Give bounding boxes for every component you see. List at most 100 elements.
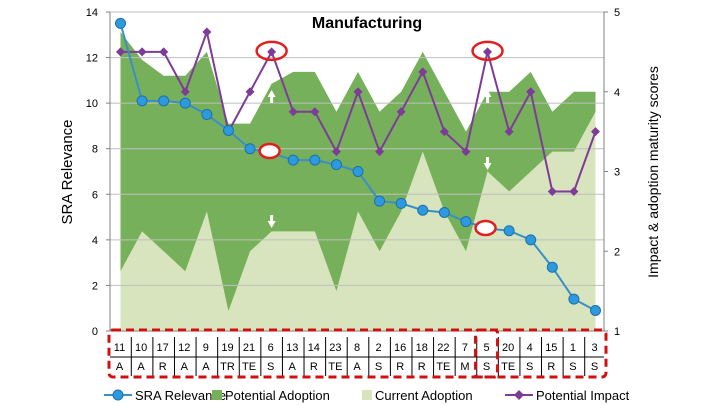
category-type-label: R [418,361,426,373]
highlight-layer [255,40,504,237]
category-type-label: S [591,361,598,373]
category-number-label: 8 [354,342,360,354]
sra-relevance-point [525,234,537,246]
potential-impact-point [180,87,190,97]
legend-impact-swatch-marker [514,390,524,400]
y2-tick-label: 1 [614,326,620,338]
potential-impact-point [331,147,341,157]
category-number-label: 17 [157,342,169,354]
arrow-down-icon [483,163,492,170]
category-number-label: 23 [329,342,341,354]
category-number-label: 14 [308,342,320,354]
category-type-label: A [116,361,124,373]
category-number-label: 16 [394,342,406,354]
highlight-circle-impact [471,40,504,62]
category-number-label: 2 [376,342,382,354]
arrow-up-icon-stem [270,97,274,103]
category-number-label: 13 [286,342,298,354]
category-number-label: 18 [416,342,428,354]
arrow-up-icon [267,90,276,97]
category-number-label: 5 [483,342,489,354]
category-type-label: TE [328,361,342,373]
potential-impact-point [353,87,363,97]
category-type-label: R [547,361,555,373]
sra-relevance-point [179,97,191,109]
category-type-label: A [289,361,297,373]
sra-relevance-point [417,204,429,216]
sra-relevance-point [546,261,558,273]
potential-impact-point [159,47,169,57]
y2-tick-label: 3 [614,167,620,179]
y2-axis-label: Impact & adoption maturity scores [645,66,661,278]
sra-relevance-point [590,304,601,316]
potential-impact-point [202,27,212,37]
highlight-circle-impact [255,40,288,62]
category-type-label: R [396,361,404,373]
category-number-label: 7 [462,342,468,354]
sra-relevance-point [222,124,234,136]
arrow-down-icon-stem [486,157,490,163]
sra-relevance-point [136,95,148,107]
category-number-label: 11 [114,342,125,354]
potential-impact-point [439,127,449,137]
category-number-label: 3 [591,342,597,354]
potential-impact-point [116,47,125,57]
y-tick-label: 6 [92,189,98,201]
potential-impact-point [504,127,514,137]
sra-relevance-point [460,216,472,228]
y-tick-label: 12 [86,53,98,65]
chart-title: Manufacturing [312,15,422,32]
category-number-label: 1 [570,342,576,354]
category-type-label: S [526,361,533,373]
category-type-label: A [137,361,145,373]
category-type-label: TE [436,361,450,373]
category-type-label: A [202,361,210,373]
potential-impact-point [591,127,600,137]
sra-relevance-point [503,225,515,237]
legend-label: SRA Relevance [135,388,226,403]
potential-impact-point [526,87,536,97]
sra-relevance-point [115,17,126,29]
category-type-label: A [353,361,361,373]
arrow-up-icon [483,90,492,97]
sra-relevance-point [438,207,450,219]
sra-relevance-point [330,159,342,171]
sra-relevance-point [352,166,364,177]
category-number-label: 12 [178,342,190,354]
y-tick-label: 2 [92,280,98,292]
category-type-label: TR [220,361,235,373]
category-highlight-box-selected [474,328,500,379]
category-layer: 11A10A17R12A9A19TR21TE6S13A14R23TE8A2S16… [107,328,608,379]
category-number-label: 22 [437,342,449,354]
potential-impact-point [137,47,147,57]
highlight-circle-sra [258,142,281,160]
sra-relevance-point [244,143,256,155]
category-highlight-box [107,328,608,379]
category-number-label: 10 [135,342,147,354]
category-number-label: 15 [545,342,557,354]
category-type-label: R [310,361,318,373]
category-type-label: S [569,361,576,373]
y-tick-label: 10 [86,98,98,110]
category-type-label: R [159,361,167,373]
arrow-down-icon-stem [270,215,274,221]
y-tick-label: 4 [92,235,98,247]
category-number-label: 6 [268,342,274,354]
y2-tick-label: 4 [614,87,620,99]
arrow-up-icon-stem [486,97,490,103]
legend-sra-swatch-marker [112,389,124,401]
category-number-label: 19 [221,342,233,354]
potential-impact-point [375,147,385,157]
y2-tick-label: 2 [614,246,620,258]
sra-relevance-point [309,154,321,166]
potential-impact-point [461,147,471,157]
potential-impact-point [267,47,277,57]
sra-relevance-point [201,109,213,121]
legend-label: Potential Impact [536,388,630,403]
category-type-label: S [483,361,490,373]
y-axis-label: SRA Relevance [59,119,76,224]
category-type-label: S [267,361,274,373]
category-type-label: A [181,361,189,373]
